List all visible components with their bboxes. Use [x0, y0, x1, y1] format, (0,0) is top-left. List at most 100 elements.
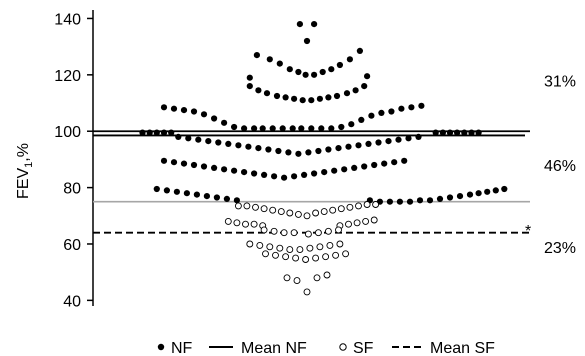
nf-point	[261, 171, 268, 178]
nf-point	[259, 125, 266, 132]
nf-point	[331, 167, 338, 174]
nf-point	[439, 129, 446, 136]
sf-point	[303, 288, 311, 296]
nf-point	[345, 143, 352, 150]
sf-point	[286, 246, 294, 254]
sf-point	[355, 202, 362, 210]
legend-sf-marker	[339, 343, 347, 351]
nf-point	[193, 191, 200, 198]
sf-point	[276, 244, 284, 252]
nf-point	[343, 90, 351, 97]
y-tick-label: 140	[54, 11, 81, 28]
legend-mean-nf-label: Mean NF	[241, 340, 307, 356]
nf-point	[173, 188, 180, 195]
legend-mean-sf-label: Mean SF	[430, 340, 495, 356]
sf-point	[372, 201, 380, 208]
sf-point	[335, 226, 342, 234]
nf-point	[325, 94, 332, 101]
nf-point	[269, 125, 276, 132]
nf-point	[385, 138, 392, 145]
nf-point	[341, 166, 348, 173]
nf-point	[175, 133, 182, 140]
nf-point	[364, 73, 371, 80]
sf-point	[294, 210, 302, 218]
sf-point	[243, 202, 251, 210]
nf-point	[255, 87, 262, 94]
sf-point	[286, 209, 294, 217]
nf-point	[336, 61, 343, 69]
nf-point	[235, 142, 242, 149]
sf-point	[272, 251, 279, 259]
sf-point	[260, 205, 268, 213]
nf-point	[391, 159, 398, 166]
y-axis-label-main: FEV	[15, 168, 32, 199]
nf-point	[221, 119, 228, 126]
nf-point	[406, 198, 414, 205]
nf-point	[271, 173, 278, 180]
nf-point	[279, 125, 286, 132]
nf-point	[454, 129, 461, 136]
nf-point	[153, 129, 160, 136]
nf-point	[168, 129, 175, 136]
sf-point	[234, 202, 242, 210]
nf-point	[328, 125, 335, 132]
nf-point	[386, 198, 393, 205]
nf-point	[246, 74, 253, 81]
nf-point	[361, 163, 368, 170]
nf-point	[301, 171, 308, 178]
sf-point	[270, 227, 278, 235]
nf-point	[211, 164, 218, 171]
y-tick-label: 40	[63, 293, 81, 310]
nf-point	[163, 187, 170, 194]
sf-point	[329, 206, 337, 214]
nf-point	[333, 92, 341, 100]
nf-point	[378, 109, 385, 116]
nf-point	[432, 129, 439, 136]
nf-point	[401, 157, 408, 164]
nf-point	[346, 56, 353, 63]
nf-point	[139, 129, 146, 136]
nf-point	[213, 194, 220, 201]
sf-point	[332, 251, 340, 259]
nf-point	[381, 160, 388, 167]
nf-point	[368, 112, 375, 119]
nf-point	[305, 149, 312, 156]
sf-point	[326, 241, 334, 249]
nf-point	[241, 169, 248, 176]
percentage-annotation: 23%	[544, 240, 576, 257]
sf-point	[256, 241, 264, 249]
nf-point	[211, 115, 218, 122]
nf-point	[436, 195, 444, 202]
nf-point	[466, 191, 474, 198]
legend-nf-marker	[157, 343, 165, 351]
nf-point	[446, 194, 454, 201]
sf-point	[296, 246, 304, 254]
nf-point	[351, 164, 358, 171]
nf-point	[170, 159, 178, 166]
nf-point	[275, 147, 282, 155]
nf-point	[296, 21, 303, 28]
nf-point	[221, 166, 228, 173]
nf-point	[468, 129, 475, 136]
y-tick-label: 100	[54, 124, 81, 141]
sf-point	[313, 274, 321, 282]
sf-point	[250, 220, 258, 228]
nf-point	[266, 56, 273, 63]
sf-point	[292, 254, 300, 262]
sf-point	[304, 230, 312, 238]
nf-point	[231, 167, 238, 174]
nf-point	[231, 123, 238, 131]
sf-point	[277, 208, 285, 216]
sf-point	[302, 256, 310, 263]
nf-point	[308, 125, 315, 132]
nf-point	[282, 94, 289, 101]
nf-point	[316, 95, 323, 102]
sf-point	[337, 205, 345, 213]
nf-point	[281, 174, 288, 181]
sf-point	[353, 219, 361, 227]
nf-point	[303, 37, 311, 45]
sf-point	[312, 209, 320, 217]
sf-point	[224, 217, 232, 225]
nf-point	[302, 71, 309, 78]
